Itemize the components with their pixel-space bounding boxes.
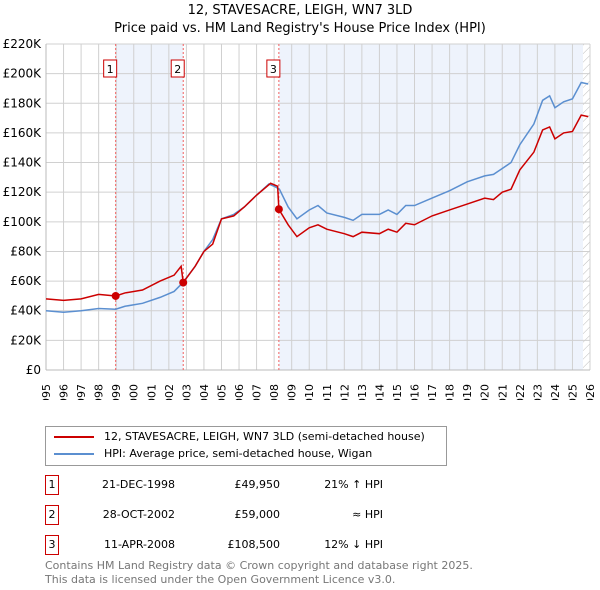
x-tick-label: 1997 <box>75 384 88 400</box>
x-tick-label: 1996 <box>58 384 71 400</box>
y-tick-label: £200K <box>3 67 43 81</box>
x-tick-label: 2014 <box>373 384 386 400</box>
transaction-row: 1 21-DEC-1998 £49,950 21% ↑ HPI <box>45 475 383 495</box>
x-tick-label: 2016 <box>409 384 422 400</box>
transaction-number-badge: 1 <box>45 475 59 495</box>
y-tick-label: £80K <box>10 244 42 258</box>
transaction-hpi-comparison: ≈ HPI <box>352 508 383 521</box>
x-tick-label: 2008 <box>268 384 281 400</box>
legend-label: HPI: Average price, semi-detached house,… <box>104 447 373 460</box>
x-tick-label: 2020 <box>479 384 492 400</box>
x-tick-label: 2018 <box>444 384 457 400</box>
y-tick-label: £60K <box>10 274 42 288</box>
chart-subtitle: Price paid vs. HM Land Registry's House … <box>114 21 486 36</box>
transaction-hpi-comparison: 21% ↑ HPI <box>324 478 383 491</box>
sale-label-box <box>170 59 185 78</box>
x-tick-label: 2003 <box>180 384 193 400</box>
sale-point <box>179 278 188 287</box>
sale-point <box>111 291 120 300</box>
sale-label: 1 <box>107 63 114 76</box>
series-line <box>45 114 589 302</box>
sale-label: 2 <box>174 63 181 76</box>
y-tick-label: £100K <box>3 215 43 229</box>
x-tick-label: 2017 <box>426 384 439 400</box>
legend-swatch <box>54 436 94 438</box>
y-tick-label: £20K <box>10 333 42 347</box>
x-tick-label: 2023 <box>531 384 544 400</box>
x-tick-label: 2019 <box>461 384 474 400</box>
legend-swatch <box>54 453 94 455</box>
y-tick-label: £220K <box>3 37 43 51</box>
transaction-number-badge: 2 <box>45 505 59 525</box>
x-tick-label: 2012 <box>338 384 351 400</box>
x-tick-label: 2010 <box>303 384 316 400</box>
x-tick-label: 2005 <box>215 384 228 400</box>
x-tick-label: 2022 <box>514 384 527 400</box>
y-tick-label: £180K <box>3 96 43 110</box>
x-tick-label: 2026 <box>584 384 597 400</box>
x-tick-label: 2009 <box>286 384 299 400</box>
x-tick-label: 2004 <box>198 384 211 400</box>
shaded-period <box>115 44 184 370</box>
x-tick-label: 2000 <box>128 384 141 400</box>
sale-label-box <box>266 59 281 78</box>
y-tick-label: £120K <box>3 185 43 199</box>
transaction-date: 21-DEC-1998 <box>101 478 175 491</box>
transaction-date: 28-OCT-2002 <box>102 508 175 521</box>
price-chart: 1995 1996 1997 1998 1999 2000 2001 2002 2003 2004… <box>3 37 597 400</box>
transaction-price: £49,950 <box>234 478 281 491</box>
shaded-period <box>278 44 583 370</box>
x-tick-label: 1995 <box>40 384 53 400</box>
legend-item-hpi: HPI: Average price, semi-detached house,… <box>54 447 372 461</box>
forecast-hatch <box>582 44 590 370</box>
footer: Contains HM Land Registry data © Crown c… <box>45 559 473 587</box>
transaction-row: 2 28-OCT-2002 £59,000 ≈ HPI <box>45 505 383 525</box>
transaction-date: 11-APR-2008 <box>103 538 175 551</box>
y-tick-label: £160K <box>3 126 43 140</box>
chart-title: 12, STAVESACRE, LEIGH, WN7 3LD <box>187 3 413 18</box>
footer-line-1: Contains HM Land Registry data © Crown c… <box>45 559 473 572</box>
x-tick-label: 2011 <box>321 384 334 400</box>
transaction-price: £108,500 <box>227 538 281 551</box>
x-tick-label: 2001 <box>145 384 158 400</box>
y-tick-label: £140K <box>3 156 43 170</box>
x-tick-label: 2002 <box>163 384 176 400</box>
transaction-price: £59,000 <box>234 508 281 521</box>
sale-label-box <box>103 59 118 78</box>
sale-label: 3 <box>270 63 277 76</box>
x-tick-label: 2006 <box>233 384 246 400</box>
x-tick-label: 2021 <box>496 384 509 400</box>
transaction-number-badge: 3 <box>45 535 59 555</box>
y-tick-label: £40K <box>10 304 42 318</box>
transaction-hpi-comparison: 12% ↓ HPI <box>324 538 383 551</box>
series-line <box>45 81 589 313</box>
transaction-row: 3 11-APR-2008 £108,500 12% ↓ HPI <box>45 535 383 555</box>
footer-line-2: This data is licensed under the Open Gov… <box>45 573 396 586</box>
x-tick-label: 2015 <box>391 384 404 400</box>
x-tick-label: 2025 <box>566 384 579 400</box>
legend: 12, STAVESACRE, LEIGH, WN7 3LD (semi-det… <box>45 426 447 466</box>
x-tick-label: 2024 <box>549 384 562 400</box>
legend-label: 12, STAVESACRE, LEIGH, WN7 3LD (semi-det… <box>104 430 425 443</box>
sale-point <box>274 205 283 214</box>
y-tick-label: £0 <box>26 363 41 377</box>
x-tick-label: 2007 <box>251 384 264 400</box>
x-tick-label: 1999 <box>110 384 123 400</box>
x-tick-label: 2013 <box>356 384 369 400</box>
legend-item-property: 12, STAVESACRE, LEIGH, WN7 3LD (semi-det… <box>54 430 425 444</box>
x-tick-label: 1998 <box>93 384 106 400</box>
